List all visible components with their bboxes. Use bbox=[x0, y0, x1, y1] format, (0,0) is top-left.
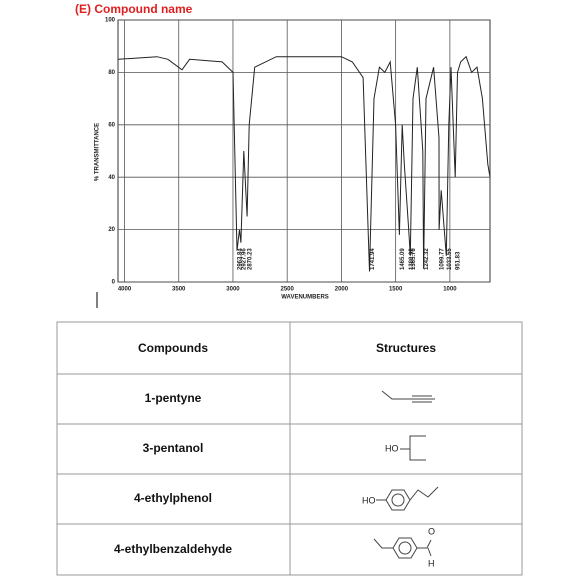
plot-frame bbox=[117, 19, 491, 283]
compound-name: 1-pentyne bbox=[145, 391, 202, 405]
structure-pentyne bbox=[381, 390, 435, 403]
peak-label: 1033.55 bbox=[447, 248, 453, 270]
peak-label: 2963.84 bbox=[237, 248, 243, 270]
compound-name: 4-ethylbenzaldehyde bbox=[114, 542, 232, 556]
atom-label: HO bbox=[385, 443, 399, 453]
header-cell: Compounds bbox=[138, 341, 208, 355]
y-axis-label: % TRANSMITTANCE bbox=[95, 123, 101, 181]
atom-label: HO bbox=[362, 495, 376, 505]
peak-label: 2927.96 bbox=[241, 248, 247, 270]
peak-label: 1365.78 bbox=[411, 248, 417, 270]
peak-label: 2870.23 bbox=[248, 248, 254, 270]
y-tick-label: 40 bbox=[108, 175, 115, 181]
spectrum-trace bbox=[117, 55, 491, 272]
title: (E) Compound name bbox=[75, 2, 193, 16]
structure-pentanol bbox=[400, 435, 426, 461]
x-tick-label: 3500 bbox=[172, 287, 186, 293]
x-tick-label: 2000 bbox=[335, 287, 349, 293]
header-cell: Structures bbox=[376, 341, 436, 355]
peak-label: 1242.32 bbox=[424, 248, 430, 270]
structure-benzaldehyde bbox=[373, 537, 432, 559]
x-tick-label: 3000 bbox=[226, 287, 240, 293]
x-tick-label: 4000 bbox=[118, 287, 132, 293]
peak-label: 951.83 bbox=[456, 251, 462, 270]
structure-ethylphenol bbox=[376, 486, 439, 511]
y-tick-label: 100 bbox=[105, 18, 116, 24]
y-tick-label: 80 bbox=[108, 70, 115, 76]
compound-name: 3-pentanol bbox=[143, 441, 204, 455]
x-tick-label: 2500 bbox=[281, 287, 295, 293]
peak-label: 1465.09 bbox=[400, 248, 406, 270]
table bbox=[56, 321, 523, 576]
x-axis-label: WAVENUMBERS bbox=[281, 295, 329, 301]
y-tick-label: 0 bbox=[112, 280, 116, 286]
atom-label: H bbox=[428, 558, 435, 568]
peak-label: 1380.92 bbox=[409, 248, 415, 270]
peak-label: 1741.94 bbox=[370, 248, 376, 270]
atom-label: O bbox=[428, 526, 435, 536]
y-tick-label: 20 bbox=[108, 227, 115, 233]
peak-label: 1099.77 bbox=[440, 248, 446, 270]
x-tick-label: 1000 bbox=[443, 287, 457, 293]
compound-name: 4-ethylphenol bbox=[134, 491, 212, 505]
x-tick-label: 1500 bbox=[389, 287, 403, 293]
y-tick-label: 60 bbox=[108, 122, 115, 128]
